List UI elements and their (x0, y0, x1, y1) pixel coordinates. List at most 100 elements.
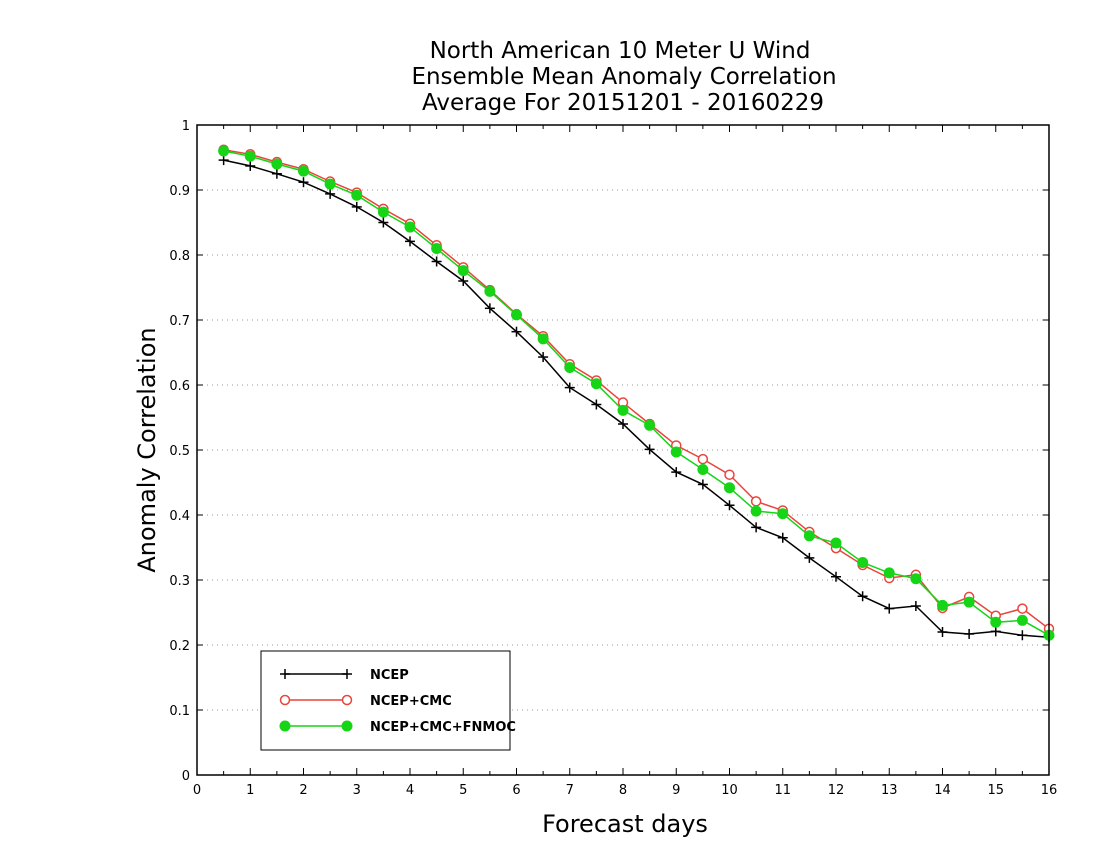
point-0-24 (857, 591, 868, 602)
legend-label-2: NCEP+CMC+FNMOC (370, 720, 516, 735)
grid-lines (197, 189, 1049, 711)
legend-marker-start-2 (279, 720, 291, 732)
point-2-17 (670, 446, 682, 458)
point-2-2 (271, 158, 283, 170)
point-2-5 (351, 189, 363, 201)
point-0-7 (405, 236, 415, 247)
point-2-15 (617, 404, 629, 416)
x-axis-label: Forecast days (542, 810, 708, 838)
point-0-14 (591, 399, 602, 410)
series-line-1 (223, 148, 1050, 630)
point-0-5 (351, 201, 362, 212)
point-2-0 (218, 145, 230, 157)
point-0-21 (777, 532, 788, 543)
x-tick-label-16: 16 (1041, 783, 1058, 798)
y-tick-label-3: 0.3 (169, 574, 190, 589)
point-0-1 (245, 160, 256, 171)
point-2-20 (750, 505, 762, 517)
x-tick-label-4: 4 (406, 783, 414, 798)
x-tick-label-2: 2 (299, 783, 307, 798)
point-0-11 (511, 326, 522, 337)
y-tick-label-10: 1 (182, 119, 190, 134)
point-1-20 (750, 496, 762, 507)
legend-marker-start-1 (279, 694, 291, 706)
x-tick-label-10: 10 (721, 783, 738, 798)
point-2-18 (697, 464, 709, 475)
x-tick-label-6: 6 (512, 783, 520, 798)
point-2-6 (377, 206, 389, 218)
point-2-28 (963, 596, 975, 608)
point-0-0 (218, 155, 229, 166)
point-0-28 (964, 628, 975, 639)
point-2-23 (830, 537, 842, 549)
point-0-8 (431, 256, 442, 267)
point-0-4 (325, 188, 336, 199)
x-tick-label-5: 5 (459, 783, 467, 798)
point-1-19 (724, 469, 735, 480)
x-tick-label-7: 7 (566, 783, 574, 798)
point-2-13 (564, 361, 576, 373)
point-0-20 (751, 522, 762, 533)
chart-title-line-3: Average For 20151201 - 20160229 (422, 90, 824, 116)
legend-marker-end-1 (341, 694, 353, 706)
legend-label-0: NCEP (370, 668, 409, 683)
series-line-0 (223, 159, 1050, 638)
x-tick-label-9: 9 (672, 783, 680, 798)
x-tick-label-14: 14 (934, 783, 951, 798)
point-1-18 (697, 453, 709, 465)
axes: 00.10.20.30.40.50.60.70.80.910 1 2 3 4 5 6 7 8 9 1… (169, 119, 1057, 798)
point-0-23 (831, 571, 841, 582)
point-2-22 (803, 530, 815, 542)
x-tick-label-1: 1 (246, 783, 254, 798)
y-tick-label-4: 0.4 (169, 509, 190, 524)
point-2-9 (457, 265, 469, 277)
y-tick-label-1: 0.1 (169, 704, 190, 719)
point-0-6 (378, 217, 389, 228)
x-tick-label-8: 8 (619, 783, 627, 798)
x-tick-label-11: 11 (774, 783, 791, 798)
y-tick-label-7: 0.7 (169, 314, 190, 329)
point-0-29 (990, 626, 1001, 637)
series-2 (218, 145, 1055, 641)
point-2-24 (857, 556, 869, 568)
point-2-1 (244, 150, 256, 162)
legend-marker-end-0 (342, 669, 352, 679)
y-tick-label-2: 0.2 (169, 639, 190, 654)
legend: NCEP NCEP+CMC NCEP+CMC+FNMOC (260, 650, 516, 751)
x-tick-label-15: 15 (987, 783, 1004, 798)
point-2-7 (404, 221, 416, 233)
point-0-19 (724, 500, 735, 511)
point-2-19 (724, 482, 735, 494)
point-2-25 (883, 567, 895, 579)
point-2-16 (644, 419, 656, 431)
point-2-8 (431, 243, 443, 254)
point-2-11 (511, 309, 522, 321)
data-series (218, 144, 1055, 643)
y-axis-label: Anomaly Correlation (133, 327, 161, 572)
series-0 (218, 155, 1054, 643)
point-0-3 (298, 177, 309, 188)
point-0-26 (910, 601, 921, 611)
chart-title-line-1: North American 10 Meter U Wind (430, 38, 811, 64)
point-2-21 (777, 508, 789, 520)
point-0-22 (804, 552, 815, 563)
point-0-9 (458, 276, 469, 286)
point-0-18 (697, 479, 708, 490)
point-2-30 (1016, 614, 1028, 626)
point-2-10 (484, 285, 496, 297)
point-0-15 (618, 419, 628, 429)
point-2-14 (590, 378, 602, 390)
legend-marker-start-0 (280, 669, 290, 679)
y-tick-label-0: 0 (182, 769, 190, 784)
y-tick-label-9: 0.9 (169, 184, 190, 199)
point-2-26 (910, 573, 922, 585)
point-0-10 (484, 303, 495, 314)
point-1-30 (1017, 603, 1028, 614)
point-0-17 (671, 467, 682, 478)
point-2-12 (537, 333, 549, 345)
x-tick-label-12: 12 (828, 783, 845, 798)
y-tick-label-8: 0.8 (169, 249, 190, 264)
legend-marker-end-2 (341, 720, 353, 732)
y-tick-label-6: 0.6 (169, 379, 190, 394)
point-2-27 (937, 599, 948, 611)
